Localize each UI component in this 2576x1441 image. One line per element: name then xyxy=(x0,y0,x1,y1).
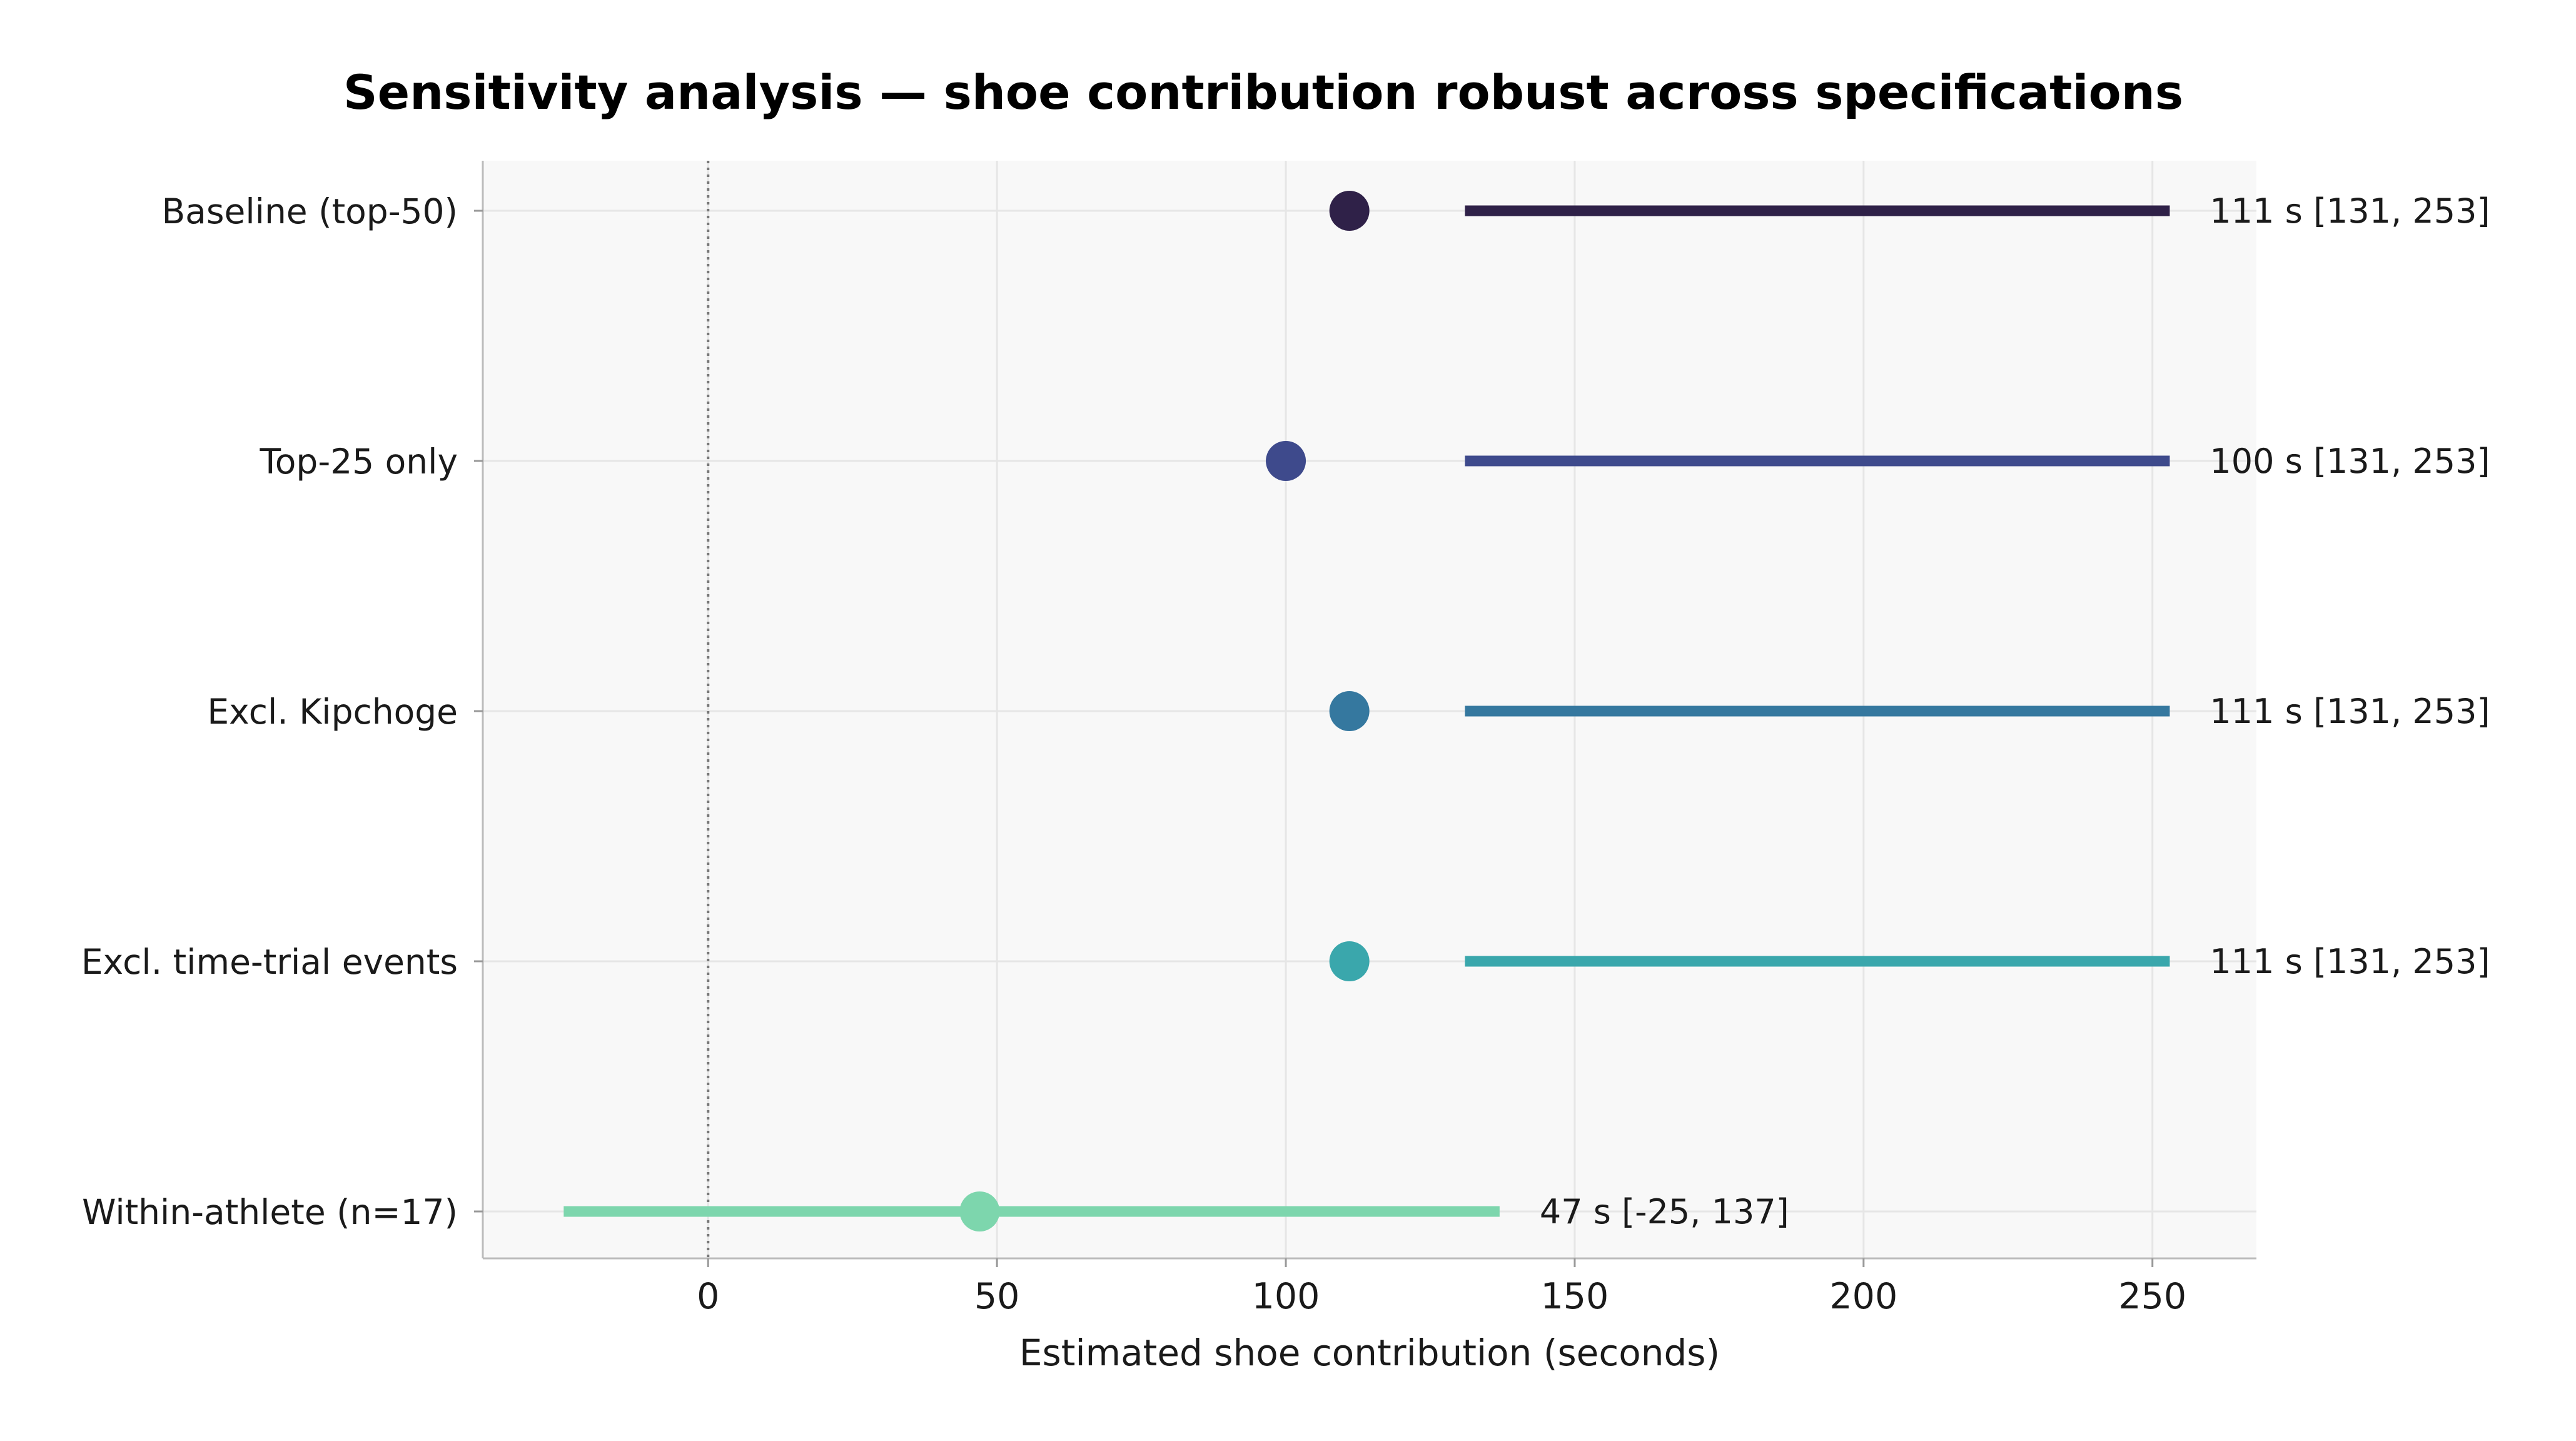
x-tick-label: 250 xyxy=(2118,1276,2186,1317)
estimate-annotation: 111 s [131, 253] xyxy=(2210,191,2490,231)
x-axis-label: Estimated shoe contribution (seconds) xyxy=(1019,1332,1720,1374)
category-label: Top-25 only xyxy=(260,442,458,482)
category-label: Excl. time-trial events xyxy=(81,942,458,982)
category-labels: Baseline (top-50) Top-25 only Excl. Kipcho… xyxy=(81,191,483,1232)
x-tick-label: 50 xyxy=(974,1276,1020,1317)
estimate-point xyxy=(1329,941,1370,981)
estimate-point xyxy=(1329,191,1370,231)
x-tick-label: 100 xyxy=(1252,1276,1320,1317)
estimate-annotation: 111 s [131, 253] xyxy=(2210,692,2490,731)
x-tick-label: 0 xyxy=(697,1276,719,1317)
estimate-annotation: 47 s [-25, 137] xyxy=(1540,1192,1789,1231)
category-label: Excl. Kipchoge xyxy=(207,692,458,732)
estimate-point xyxy=(1329,691,1370,731)
estimate-point xyxy=(1266,441,1306,481)
category-label: Baseline (top-50) xyxy=(161,191,458,231)
series-layer: 111 s [131, 253] 100 s [131, 253] 111 s [1… xyxy=(563,191,2490,1231)
x-tick-label: 200 xyxy=(1829,1276,1897,1317)
x-tick-label: 150 xyxy=(1541,1276,1609,1317)
estimate-annotation: 111 s [131, 253] xyxy=(2210,942,2490,981)
category-label: Within-athlete (n=17) xyxy=(82,1192,458,1232)
x-axis-ticks: 0 50 100 150 200 250 xyxy=(697,1258,2186,1317)
estimate-annotation: 100 s [131, 253] xyxy=(2210,442,2490,481)
chart-title: Sensitivity analysis — shoe contribution… xyxy=(343,64,2183,120)
estimate-point xyxy=(959,1191,1000,1231)
